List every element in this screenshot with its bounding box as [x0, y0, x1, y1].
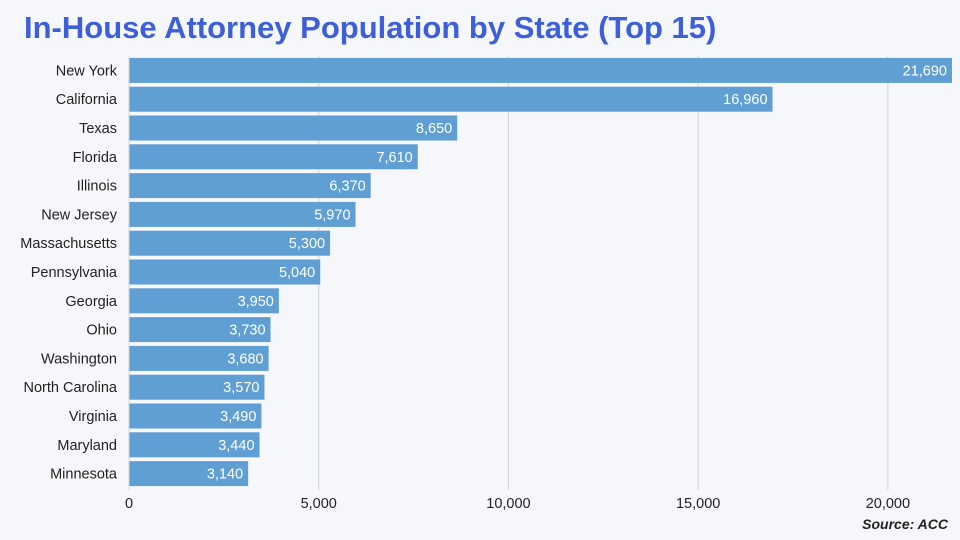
value-label: 16,960: [723, 92, 767, 108]
value-label: 21,690: [903, 63, 947, 79]
x-tick-label: 10,000: [486, 496, 530, 512]
value-label: 3,140: [207, 467, 243, 483]
category-label: Illinois: [77, 179, 117, 195]
bar: [129, 230, 331, 256]
category-label: New Jersey: [41, 207, 117, 223]
x-tick-label: 5,000: [301, 496, 337, 512]
category-label: North Carolina: [24, 380, 118, 396]
value-label: 3,490: [220, 409, 256, 425]
category-label: New York: [56, 63, 118, 79]
chart-title: In-House Attorney Population by State (T…: [24, 10, 717, 45]
category-label: California: [56, 92, 118, 108]
value-label: 3,680: [227, 351, 263, 367]
category-label: Georgia: [65, 294, 118, 310]
value-label: 3,950: [238, 294, 274, 310]
category-label: Pennsylvania: [31, 265, 118, 281]
bar: [129, 403, 262, 429]
bar: [129, 201, 356, 227]
bar: [129, 432, 260, 458]
bar: [129, 288, 279, 314]
value-label: 3,440: [218, 438, 254, 454]
value-label: 7,610: [376, 150, 412, 166]
category-label: Virginia: [69, 409, 118, 425]
value-label: 5,040: [279, 265, 315, 281]
x-tick-label: 20,000: [866, 496, 910, 512]
value-label: 5,300: [289, 236, 325, 252]
category-label: Minnesota: [50, 467, 118, 483]
value-label: 3,570: [223, 380, 259, 396]
bar: [129, 173, 371, 199]
bar: [129, 259, 321, 285]
bar: [129, 57, 952, 83]
category-label: Maryland: [57, 438, 117, 454]
bar: [129, 345, 269, 371]
bar: [129, 374, 265, 400]
bar: [129, 144, 418, 170]
category-label: Washington: [41, 351, 117, 367]
category-label: Ohio: [86, 323, 117, 339]
bar: [129, 461, 249, 487]
category-label: Florida: [73, 150, 118, 166]
value-label: 8,650: [416, 121, 452, 137]
value-label: 6,370: [329, 179, 365, 195]
source-note: Source: ACC: [862, 516, 948, 532]
category-label: Massachusetts: [20, 236, 117, 252]
value-label: 3,730: [229, 323, 265, 339]
x-tick-label: 0: [125, 496, 133, 512]
bar: [129, 86, 773, 112]
category-label: Texas: [79, 121, 117, 137]
bar: [129, 115, 458, 141]
x-tick-label: 15,000: [676, 496, 720, 512]
value-label: 5,970: [314, 207, 350, 223]
bar: [129, 317, 271, 343]
